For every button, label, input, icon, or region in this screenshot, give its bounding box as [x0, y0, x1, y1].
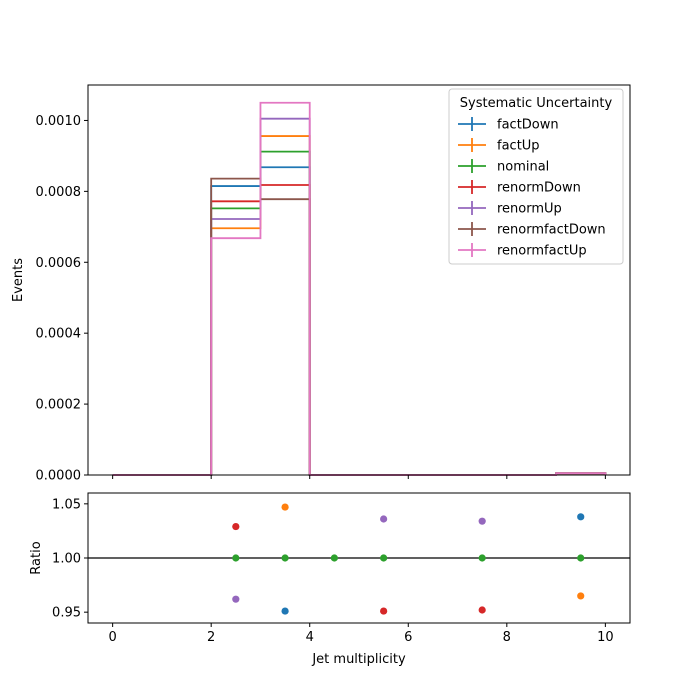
ratio-axis-ticks: 0.95 1.00 1.05 0 2 4 6 8 10: [52, 497, 614, 645]
legend-box: [448, 88, 624, 265]
legend-label: renormUp: [497, 202, 562, 217]
ratio-point-factDown: [577, 513, 585, 521]
ratio-point-nominal: [478, 554, 486, 562]
ratio-point-renormUp: [380, 515, 388, 523]
legend-entry-renormDown: renormDown: [458, 180, 581, 196]
main-axes-frame: [87, 84, 631, 476]
ratio-panel: 0.95 1.00 1.05 0 2 4 6 8 10 Ratio Jet multiplici…: [29, 492, 631, 667]
legend: Systematic Uncertainty factDown factUp nomi…: [448, 88, 624, 265]
y-tick-label: 0.0008: [36, 185, 82, 200]
legend-label: renormfactUp: [497, 244, 587, 259]
x-axis-label: Jet multiplicity: [311, 652, 406, 667]
ratio-points-layer: [88, 503, 630, 615]
y-tick-label: 0.0010: [36, 114, 82, 129]
y-tick-label: 0.0006: [36, 256, 82, 271]
ratio-y-axis-label: Ratio: [29, 541, 44, 574]
x-tick-label: 2: [207, 630, 215, 645]
ratio-point-nominal: [232, 554, 240, 562]
legend-label: factDown: [497, 118, 559, 133]
legend-entry-nominal: nominal: [458, 159, 549, 175]
ratio-point-renormUp: [478, 517, 486, 525]
main-axis-ticks: 0.0000 0.0002 0.0004 0.0006 0.0008 0.0010: [36, 114, 606, 484]
ratio-point-renormDown: [478, 606, 486, 614]
y-tick-label: 0.0004: [36, 327, 82, 342]
ratio-y-tick-label: 1.05: [52, 497, 81, 512]
legend-label: renormDown: [497, 181, 581, 196]
legend-label: renormfactDown: [497, 223, 606, 238]
main-y-axis-label: Events: [11, 258, 26, 302]
x-tick-label: 6: [404, 630, 412, 645]
legend-entry-renormfactDown: renormfactDown: [458, 222, 606, 238]
ratio-point-factDown: [281, 607, 289, 615]
ratio-point-nominal: [380, 554, 388, 562]
y-tick-label: 0.0002: [36, 398, 82, 413]
legend-entry-factDown: factDown: [458, 117, 559, 133]
ratio-point-renormDown: [380, 607, 388, 615]
legend-entry-renormUp: renormUp: [458, 201, 562, 217]
main-panel: 0.0000 0.0002 0.0004 0.0006 0.0008 0.0010 Eve…: [11, 84, 631, 484]
ratio-point-nominal: [577, 554, 585, 562]
ratio-y-tick-label: 1.00: [52, 552, 81, 567]
legend-label: nominal: [497, 160, 549, 175]
legend-entry-renormfactUp: renormfactUp: [458, 243, 587, 259]
y-tick-label: 0.0000: [36, 469, 82, 484]
ratio-point-factUp: [281, 503, 289, 511]
legend-title: Systematic Uncertainty: [460, 96, 613, 111]
ratio-y-tick-label: 0.95: [52, 606, 81, 621]
x-tick-label: 4: [306, 630, 314, 645]
ratio-point-renormDown: [232, 522, 240, 531]
x-tick-label: 8: [503, 630, 511, 645]
ratio-point-factUp: [577, 592, 585, 600]
ratio-point-nominal: [330, 554, 338, 562]
ratio-point-renormUp: [232, 595, 240, 603]
legend-label: factUp: [497, 139, 540, 154]
x-tick-label: 0: [108, 630, 116, 645]
legend-entry-factUp: factUp: [458, 138, 540, 154]
x-tick-label: 10: [597, 630, 614, 645]
ratio-point-nominal: [281, 554, 289, 562]
